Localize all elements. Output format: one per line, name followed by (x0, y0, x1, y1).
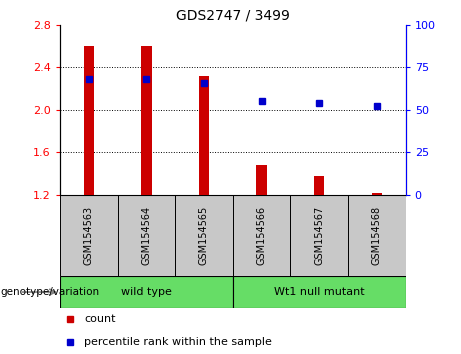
Bar (314, 176, 325, 195)
Bar (83, 46, 94, 195)
Bar (118, 195, 175, 276)
Bar (256, 165, 267, 195)
Bar (199, 76, 209, 195)
Bar (141, 46, 152, 195)
Text: wild type: wild type (121, 287, 172, 297)
Text: genotype/variation: genotype/variation (0, 287, 99, 297)
Bar (233, 276, 406, 308)
Text: Wt1 null mutant: Wt1 null mutant (274, 287, 365, 297)
Bar (348, 195, 406, 276)
Text: GSM154568: GSM154568 (372, 206, 382, 265)
Bar (60, 195, 118, 276)
Text: count: count (84, 314, 116, 325)
Bar (290, 195, 348, 276)
Title: GDS2747 / 3499: GDS2747 / 3499 (176, 8, 290, 22)
Text: GSM154567: GSM154567 (314, 206, 324, 265)
Bar (60, 276, 233, 308)
Bar (175, 195, 233, 276)
Text: GSM154563: GSM154563 (84, 206, 94, 265)
Text: GSM154564: GSM154564 (142, 206, 151, 265)
Text: percentile rank within the sample: percentile rank within the sample (84, 337, 272, 348)
Text: GSM154566: GSM154566 (257, 206, 266, 265)
Text: GSM154565: GSM154565 (199, 206, 209, 265)
Bar (372, 193, 382, 195)
Bar (233, 195, 290, 276)
